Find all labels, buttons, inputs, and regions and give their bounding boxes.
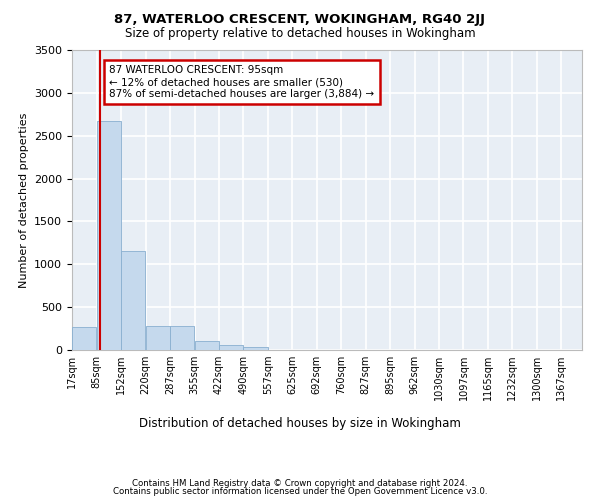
- Text: Size of property relative to detached houses in Wokingham: Size of property relative to detached ho…: [125, 28, 475, 40]
- Bar: [244, 347, 268, 350]
- Y-axis label: Number of detached properties: Number of detached properties: [19, 112, 29, 288]
- Text: Contains HM Land Registry data © Crown copyright and database right 2024.: Contains HM Land Registry data © Crown c…: [132, 478, 468, 488]
- Bar: [146, 326, 170, 350]
- Text: 87, WATERLOO CRESCENT, WOKINGHAM, RG40 2JJ: 87, WATERLOO CRESCENT, WOKINGHAM, RG40 2…: [115, 12, 485, 26]
- Bar: [219, 346, 243, 350]
- Text: Distribution of detached houses by size in Wokingham: Distribution of detached houses by size …: [139, 418, 461, 430]
- Bar: [170, 326, 194, 350]
- Text: 87 WATERLOO CRESCENT: 95sqm
← 12% of detached houses are smaller (530)
87% of se: 87 WATERLOO CRESCENT: 95sqm ← 12% of det…: [109, 66, 374, 98]
- Bar: [97, 121, 121, 350]
- Text: Contains public sector information licensed under the Open Government Licence v3: Contains public sector information licen…: [113, 487, 487, 496]
- Bar: [194, 342, 219, 350]
- Bar: [121, 252, 145, 350]
- Bar: [72, 327, 96, 350]
